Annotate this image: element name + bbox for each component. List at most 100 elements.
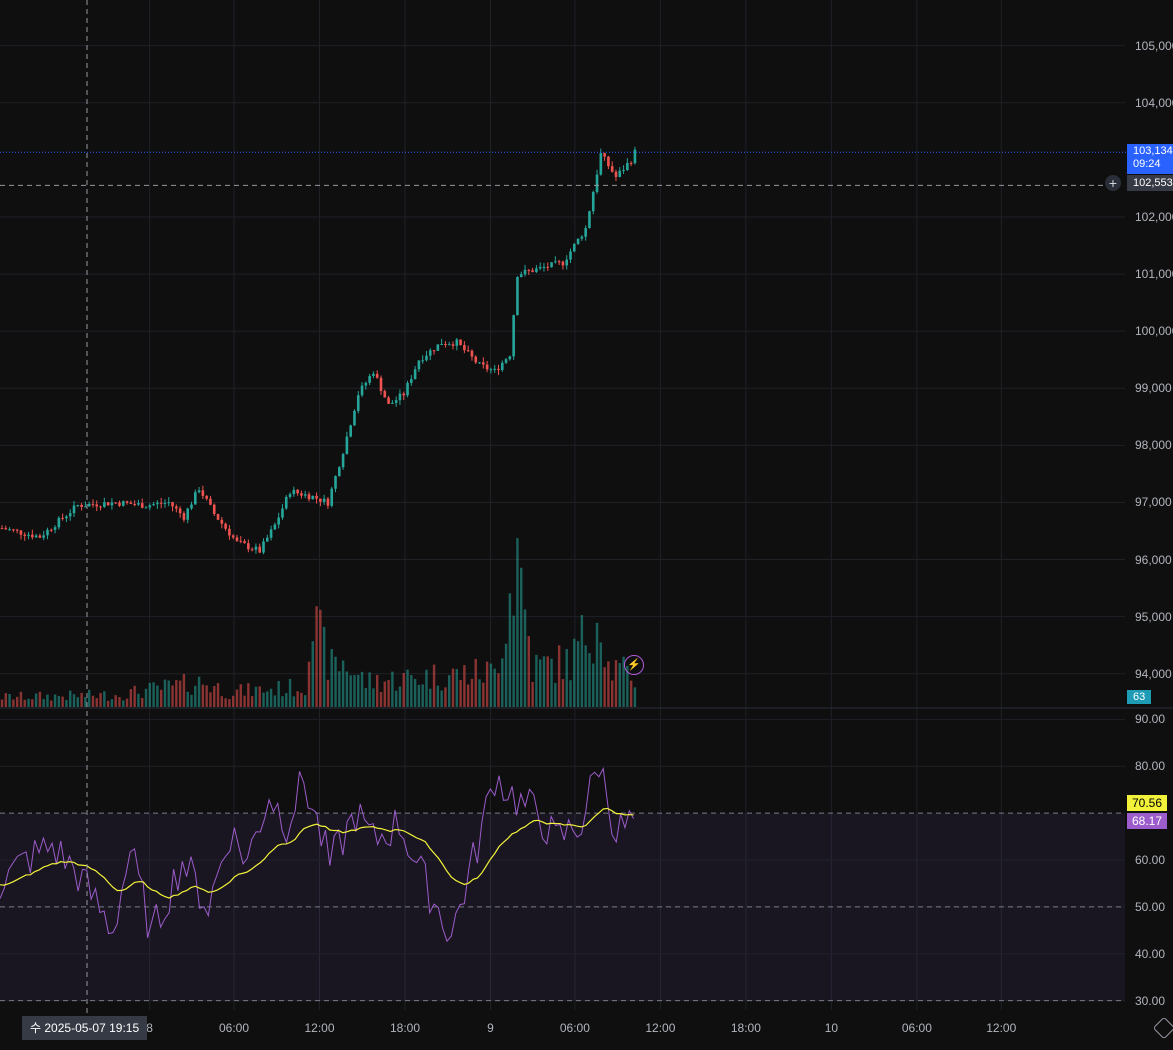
bar-countdown: 09:24	[1133, 158, 1161, 170]
volume-bar	[186, 691, 189, 707]
candle-body	[629, 162, 633, 164]
volume-bar	[425, 669, 428, 707]
candle-body	[459, 339, 462, 345]
candle-body	[140, 503, 144, 508]
volume-bar	[190, 694, 193, 707]
candle-body	[610, 166, 614, 172]
candle-body	[360, 385, 364, 396]
volume-bar	[554, 683, 557, 707]
volume-bar	[451, 668, 455, 707]
volume-bar	[65, 699, 68, 707]
candle-body	[262, 541, 265, 553]
time-tick-label: 12:00	[304, 1021, 335, 1035]
volume-bar	[482, 682, 485, 707]
volume-bar	[114, 695, 117, 707]
volume-bar	[470, 678, 474, 707]
candle-body	[569, 251, 572, 260]
volume-bar	[478, 679, 481, 707]
candle-body	[421, 360, 424, 362]
price-tick-label: 96,000	[1135, 552, 1172, 567]
volume-bar	[368, 672, 371, 707]
candle-body	[478, 362, 481, 364]
candle-body	[603, 153, 606, 157]
candle-body	[133, 504, 136, 506]
volume-bar	[262, 692, 265, 707]
candle-body	[182, 513, 186, 520]
time-tick-label: 18:00	[730, 1021, 761, 1035]
volume-bar	[629, 680, 633, 707]
volume-bar	[72, 694, 76, 707]
candle-body	[266, 537, 269, 542]
volume-bar	[288, 678, 292, 707]
candle-body	[175, 506, 178, 509]
time-tick-label: 12:00	[986, 1021, 1017, 1035]
candle-body	[159, 502, 163, 504]
candle-body	[65, 516, 68, 519]
volume-bar	[125, 698, 129, 707]
candle-body	[27, 534, 30, 536]
candle-body	[197, 490, 201, 493]
candle-body	[368, 376, 371, 383]
rsi-tick-label: 30.00	[1135, 993, 1166, 1008]
volume-bar	[387, 679, 390, 707]
price-tick-label: 98,000	[1135, 438, 1172, 453]
candle-body	[383, 390, 387, 398]
candle-body	[497, 368, 500, 370]
volume-bar	[224, 698, 227, 707]
volume-bar	[376, 674, 379, 707]
candle-body	[614, 171, 618, 177]
volume-bar	[110, 699, 114, 707]
volume-bar	[406, 669, 409, 707]
candle-body	[561, 261, 565, 266]
candle-body	[144, 507, 148, 509]
volume-bar	[19, 691, 23, 707]
volume-bar	[148, 682, 152, 707]
price-tick-label: 94,000	[1135, 666, 1172, 681]
candle-body	[31, 534, 34, 538]
candle-body	[292, 489, 296, 495]
candle-body	[618, 170, 622, 177]
volume-bar	[508, 593, 512, 707]
candle-body	[504, 359, 508, 363]
volume-bar	[103, 691, 106, 707]
time-tick-label: 8	[146, 1021, 153, 1035]
candle-body	[269, 529, 273, 538]
volume-bar	[61, 696, 64, 707]
lightning-icon[interactable]: ⚡	[624, 655, 644, 675]
volume-bar	[106, 700, 110, 707]
rsi-tick-label: 40.00	[1135, 946, 1166, 961]
volume-bar	[466, 684, 470, 707]
candle-body	[474, 356, 478, 363]
time-tick-label: 9	[487, 1021, 494, 1035]
candle-body	[406, 382, 409, 396]
candle-body	[239, 540, 243, 542]
volume-value-tag: 63	[1127, 690, 1152, 704]
volume-bar	[432, 664, 436, 707]
candle-body	[8, 529, 11, 531]
candle-body	[307, 494, 311, 500]
volume-bar	[417, 684, 421, 707]
candle-body	[152, 504, 155, 506]
candle-body	[572, 243, 576, 252]
candle-body	[523, 269, 527, 275]
candle-body	[319, 498, 322, 502]
candle-body	[12, 529, 15, 531]
plus-circle-icon[interactable]: +	[1105, 175, 1121, 191]
volume-bar	[391, 671, 394, 707]
volume-bar	[497, 673, 500, 707]
volume-bar	[209, 692, 212, 707]
rsi-tick-label: 50.00	[1135, 899, 1166, 914]
volume-bar	[243, 695, 246, 707]
candle-body	[508, 356, 512, 360]
volume-bar	[485, 661, 489, 707]
time-tick-label: 18:00	[389, 1021, 421, 1035]
candle-body	[91, 503, 95, 505]
volume-bar	[182, 673, 186, 707]
candle-body	[470, 350, 474, 357]
candle-body	[46, 529, 49, 536]
candle-body	[512, 315, 515, 357]
candle-body	[95, 504, 99, 507]
candle-body	[576, 238, 580, 244]
volume-bar	[304, 695, 307, 707]
